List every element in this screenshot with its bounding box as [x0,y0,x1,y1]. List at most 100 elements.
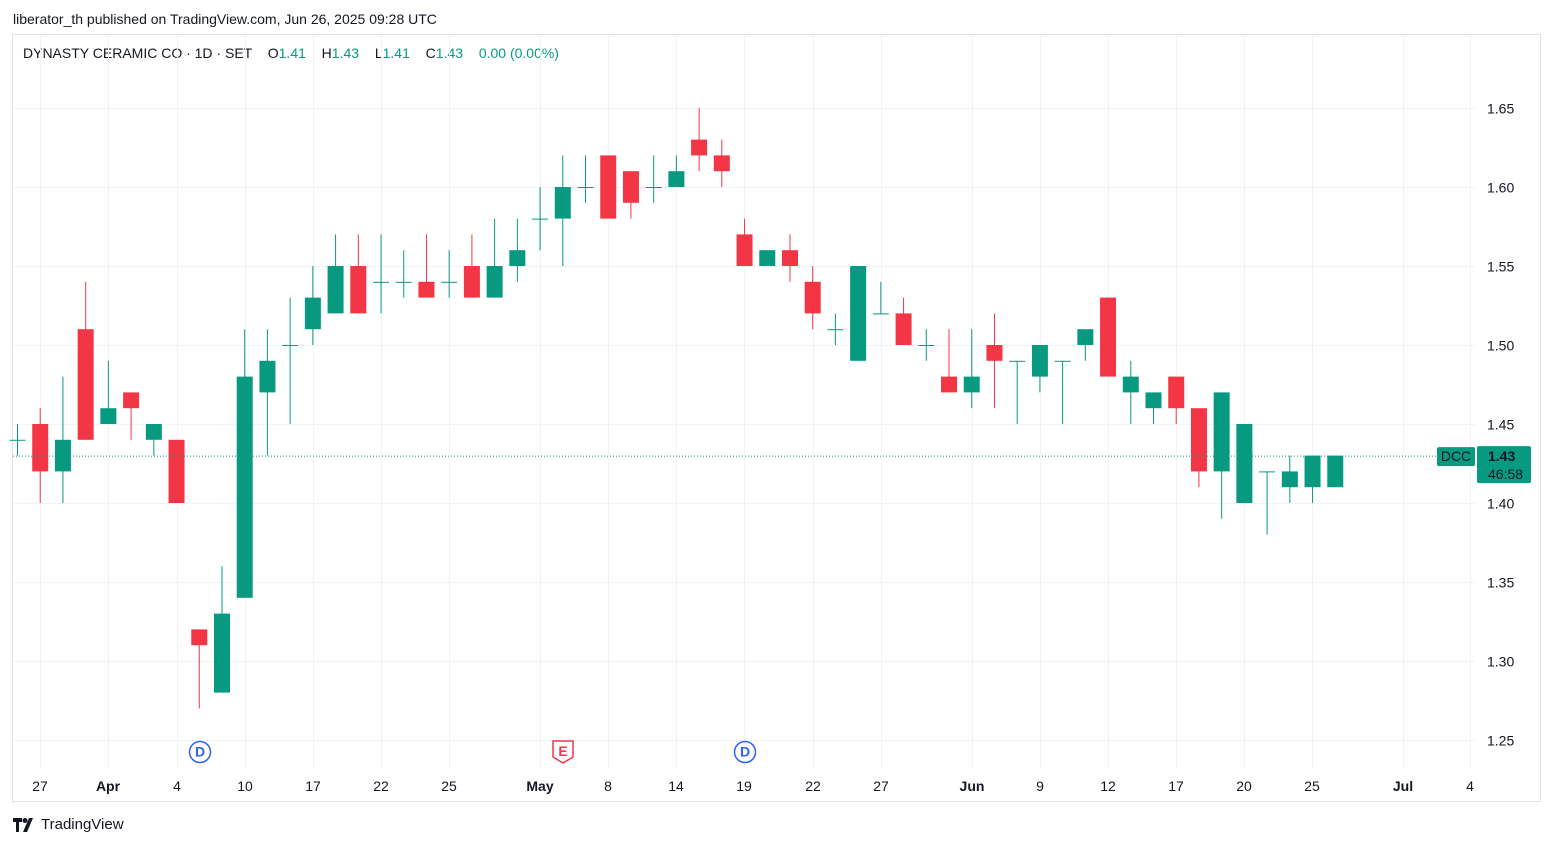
candle[interactable] [963,329,980,409]
candle-body [145,424,162,440]
candle[interactable] [1100,297,1117,377]
price-tick-label: 1.50 [1487,338,1514,354]
time-tick-label: 27 [32,778,48,794]
candle[interactable] [123,392,140,440]
candle[interactable] [100,360,117,424]
candle[interactable] [827,313,844,345]
publication-line: liberator_th published on TradingView.co… [13,11,437,27]
legend-high-value: 1.43 [331,45,360,61]
candle[interactable] [259,329,276,456]
tradingview-brand: TradingView [41,816,124,833]
candle-body [1304,455,1321,488]
candle[interactable] [236,329,253,598]
candle[interactable] [9,424,26,456]
candle[interactable] [509,218,526,282]
candle[interactable] [986,313,1003,409]
candle[interactable] [282,297,299,424]
candle[interactable] [1190,408,1207,488]
candle[interactable] [600,155,617,219]
time-tick-label: 19 [736,778,752,794]
candle[interactable] [941,329,958,393]
candle-body [1213,392,1230,472]
candle-body [1077,329,1094,345]
candle[interactable] [463,234,480,298]
candle-body [941,376,958,393]
candle[interactable] [1122,360,1139,424]
candle[interactable] [850,266,867,361]
candle[interactable] [168,439,185,503]
candle[interactable] [304,266,321,345]
candle[interactable] [759,250,776,266]
time-tick-label: 22 [805,778,821,794]
candle-body [282,345,299,346]
candle-body [781,250,798,266]
candle[interactable] [645,155,662,203]
candle[interactable] [418,234,435,298]
candle[interactable] [1009,360,1026,424]
candle[interactable] [1213,392,1230,519]
time-tick-label: 25 [1304,778,1320,794]
candle-body [304,297,321,330]
candle[interactable] [1304,455,1321,503]
dividend-marker-icon[interactable]: D [733,740,757,764]
candle[interactable] [804,266,821,330]
candle-body [532,218,549,220]
candle-body [759,250,776,266]
candle[interactable] [350,234,367,314]
candle-body [1281,471,1298,488]
candle[interactable] [872,281,889,315]
candle-body [850,266,867,361]
candle[interactable] [713,139,730,187]
dividend-marker-icon[interactable]: D [188,740,212,764]
candle[interactable] [736,218,753,266]
candle[interactable] [1031,345,1048,393]
candle[interactable] [781,234,798,282]
candle[interactable] [54,376,71,503]
time-tick-label: May [526,778,553,794]
candle[interactable] [895,297,912,345]
candle[interactable] [213,566,230,693]
candle[interactable] [1236,424,1253,503]
candle-body [168,439,185,503]
candle-body [918,345,935,346]
candle[interactable] [486,218,503,298]
candle[interactable] [622,171,639,219]
price-tag-value: 1.43 [1488,448,1515,464]
time-tick-label: Jun [960,778,985,794]
legend-change: 0.00 (0.00%) [478,45,559,61]
candle[interactable] [191,629,208,709]
candle-body [236,376,253,598]
candle-body [123,392,140,409]
candle[interactable] [1281,455,1298,503]
time-tick-label: 14 [668,778,684,794]
price-tag-countdown: 46:58 [1488,466,1523,482]
candle[interactable] [668,155,685,187]
candle[interactable] [577,155,594,203]
candle[interactable] [327,234,344,314]
candle[interactable] [1145,392,1162,424]
legend-low-value: 1.41 [382,45,410,61]
candle[interactable] [373,234,390,314]
candle-body [645,187,662,188]
candle[interactable] [1077,329,1094,361]
price-tick-label: 1.45 [1487,417,1514,433]
candle[interactable] [1054,360,1071,424]
candle[interactable] [77,281,94,440]
candle[interactable] [395,250,412,298]
candle[interactable] [532,187,549,251]
candle[interactable] [1259,471,1276,535]
candle[interactable] [1168,376,1185,424]
candle-body [1168,376,1185,409]
candle-body [963,376,980,393]
candle[interactable] [918,329,935,361]
price-tag-bg [1477,446,1531,484]
tradingview-footer[interactable]: TradingView [13,816,124,833]
earnings-marker-icon[interactable]: E [552,740,574,764]
candle-body [1145,392,1162,409]
candle[interactable] [691,108,708,172]
candle[interactable] [145,424,162,456]
candle[interactable] [554,155,571,266]
candle[interactable] [441,250,458,298]
candle[interactable] [1327,455,1344,488]
